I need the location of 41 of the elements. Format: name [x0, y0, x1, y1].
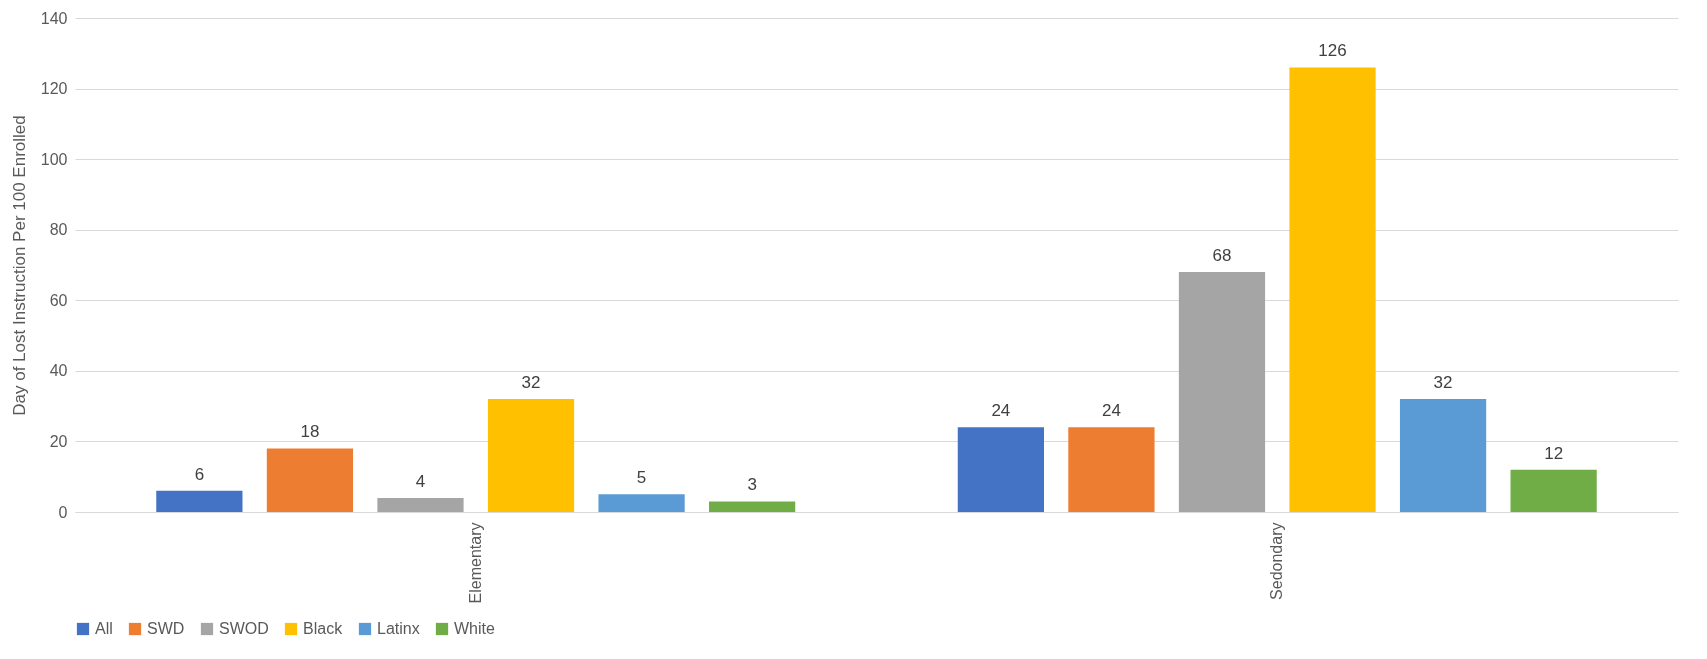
data-label: 32	[1433, 373, 1453, 393]
y-tick-label: 120	[40, 80, 68, 98]
bar	[1289, 67, 1376, 512]
y-tick-label: 60	[49, 291, 68, 309]
bar	[598, 494, 685, 512]
bar	[156, 490, 243, 512]
data-label: 12	[1544, 443, 1564, 463]
legend-label: SWD	[147, 620, 185, 637]
legend-label: Black	[303, 620, 344, 637]
y-tick-label: 20	[49, 432, 68, 450]
bar	[709, 501, 796, 512]
legend-label: Latinx	[377, 620, 420, 637]
bar	[377, 497, 464, 512]
data-label: 126	[1318, 41, 1347, 61]
y-tick-label: 80	[49, 221, 68, 239]
data-label: 24	[991, 401, 1011, 421]
y-tick-label: 140	[40, 9, 68, 27]
legend-label: White	[454, 620, 495, 637]
bar	[266, 448, 354, 512]
y-axis-title: Day of Lost Instruction Per 100 Enrolled	[9, 115, 29, 416]
data-label: 68	[1212, 246, 1232, 266]
bar	[957, 427, 1044, 512]
y-tick-label: 100	[40, 150, 68, 168]
data-label: 18	[300, 422, 320, 442]
data-label: 4	[415, 471, 426, 491]
bar	[1178, 272, 1266, 512]
legend-label: SWOD	[219, 620, 269, 637]
bar	[1068, 427, 1155, 512]
data-label: 3	[747, 475, 757, 495]
data-label: 24	[1101, 401, 1121, 421]
x-tick-label: Elementary	[466, 522, 484, 604]
bar	[487, 399, 575, 512]
x-tick-label: Sedondary	[1268, 522, 1286, 600]
data-label: 6	[194, 464, 205, 484]
bar	[1399, 399, 1487, 512]
legend-label: All	[95, 620, 113, 637]
data-label: 32	[521, 373, 541, 393]
bar	[1510, 469, 1597, 512]
data-label: 5	[636, 468, 647, 488]
y-tick-label: 0	[58, 503, 68, 521]
y-tick-label: 40	[49, 362, 68, 380]
